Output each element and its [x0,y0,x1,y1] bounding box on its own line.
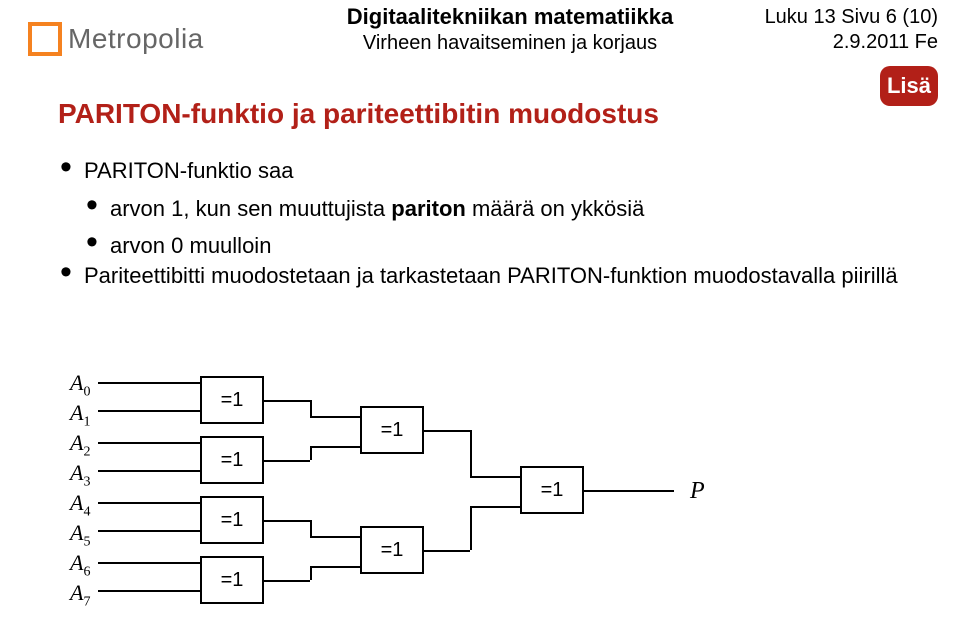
wire [98,590,200,592]
page-title: PARITON-funktio ja pariteettibitin muodo… [58,98,659,130]
wire [424,430,470,432]
bullet-text: arvon 1, kun sen muuttujista [110,196,391,221]
wire [98,382,200,384]
wire [264,400,310,402]
wire [470,430,472,476]
header-right: Luku 13 Sivu 6 (10) 2.9.2011 Fe [765,6,938,54]
bullet-text: Pariteettibitti muodostetaan ja tarkaste… [84,263,898,288]
input-label: A6 [70,550,90,580]
bullet-list: PARITON-funktio saa arvon 1, kun sen muut… [58,156,920,291]
wire [310,536,360,538]
wire [470,476,520,478]
extra-badge-label: Lisä [887,73,931,99]
wire [310,566,360,568]
wire [98,502,200,504]
wire [98,410,200,412]
wire [584,490,674,492]
page: Metropolia Digitaalitekniikan matematiik… [0,0,960,643]
xor-diagram: A0A1A2A3A4A5A6A7 =1 =1 =1 =1 =1 =1 =1 P [70,370,830,630]
wire [98,442,200,444]
wire [98,470,200,472]
xor-gate: =1 [520,466,584,514]
bullet-text: arvon 0 muulloin [110,233,271,258]
wire [424,550,470,552]
xor-gate: =1 [360,526,424,574]
page-ref: Luku 13 Sivu 6 (10) [765,6,938,29]
bullet-item: PARITON-funktio saa [58,156,920,186]
wire [470,506,472,550]
logo-icon [28,22,62,56]
wire [470,506,520,508]
wire [310,446,360,448]
input-label: A0 [70,370,90,400]
wire [264,460,310,462]
header-center: Digitaalitekniikan matematiikka Virheen … [300,4,720,55]
bullet-bold: pariton [391,196,466,221]
logo-text: Metropolia [68,23,204,55]
wire [310,520,312,536]
input-label: A5 [70,520,90,550]
bullet-text: määrä on ykkösiä [466,196,645,221]
wire [310,446,312,460]
extra-badge: Lisä [880,66,938,106]
wire [310,566,312,580]
header-subtitle: Virheen havaitseminen ja korjaus [300,32,720,55]
xor-gate: =1 [360,406,424,454]
xor-gate: =1 [200,376,264,424]
xor-gate: =1 [200,496,264,544]
logo: Metropolia [28,22,204,56]
header-title: Digitaalitekniikan matematiikka [300,4,720,30]
wire [98,562,200,564]
xor-gate: =1 [200,556,264,604]
output-label: P [690,478,705,505]
wire [264,580,310,582]
input-label: A4 [70,490,90,520]
input-label: A1 [70,400,90,430]
wire [310,416,360,418]
page-date: 2.9.2011 Fe [765,31,938,54]
bullet-item: Pariteettibitti muodostetaan ja tarkaste… [58,261,920,291]
input-label: A7 [70,580,90,610]
wire [98,530,200,532]
bullet-item: arvon 1, kun sen muuttujista pariton mää… [58,194,920,224]
input-label: A3 [70,460,90,490]
wire [264,520,310,522]
xor-gate: =1 [200,436,264,484]
input-label: A2 [70,430,90,460]
wire [310,400,312,416]
bullet-text: PARITON-funktio saa [84,158,293,183]
bullet-item: arvon 0 muulloin [58,231,920,261]
